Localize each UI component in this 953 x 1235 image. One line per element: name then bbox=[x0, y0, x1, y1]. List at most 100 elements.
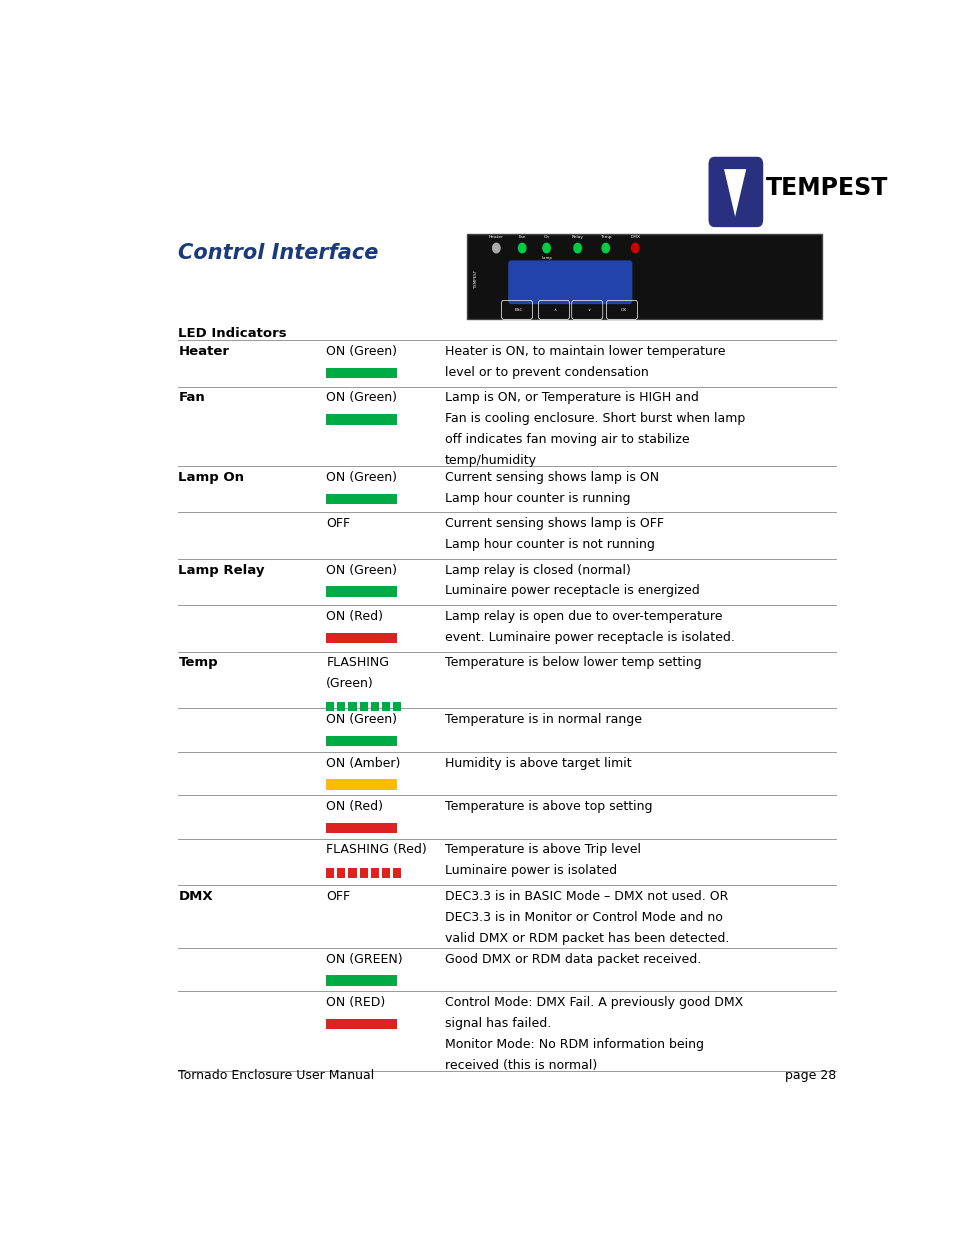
Text: ∨: ∨ bbox=[586, 308, 590, 312]
Text: ON (Red): ON (Red) bbox=[326, 610, 383, 622]
Bar bbox=[393, 868, 400, 878]
Circle shape bbox=[518, 243, 525, 253]
Text: Monitor Mode: No RDM information being: Monitor Mode: No RDM information being bbox=[444, 1037, 702, 1051]
Bar bbox=[348, 868, 356, 878]
Bar bbox=[381, 868, 390, 878]
Bar bbox=[370, 868, 378, 878]
Text: ON (Green): ON (Green) bbox=[326, 391, 396, 404]
Circle shape bbox=[574, 243, 580, 253]
Text: Current sensing shows lamp is OFF: Current sensing shows lamp is OFF bbox=[444, 517, 663, 530]
Text: ∧: ∧ bbox=[554, 308, 557, 312]
Text: Heater: Heater bbox=[178, 345, 229, 358]
Circle shape bbox=[542, 243, 550, 253]
Text: DMX: DMX bbox=[178, 889, 213, 903]
Text: off indicates fan moving air to stabilize: off indicates fan moving air to stabiliz… bbox=[444, 433, 688, 446]
Text: Tornado Enclosure User Manual: Tornado Enclosure User Manual bbox=[178, 1070, 375, 1082]
Text: On: On bbox=[543, 235, 549, 238]
Text: OFF: OFF bbox=[326, 517, 350, 530]
Text: Humidity is above target limit: Humidity is above target limit bbox=[444, 757, 631, 769]
Text: DEC3.3 is in BASIC Mode – DMX not used. OR: DEC3.3 is in BASIC Mode – DMX not used. … bbox=[444, 889, 727, 903]
FancyBboxPatch shape bbox=[708, 157, 762, 227]
Text: Lamp hour counter is running: Lamp hour counter is running bbox=[444, 492, 629, 505]
Bar bbox=[466, 233, 821, 320]
Bar bbox=[337, 868, 345, 878]
Text: Lamp relay is closed (normal): Lamp relay is closed (normal) bbox=[444, 563, 630, 577]
Text: Temperature is in normal range: Temperature is in normal range bbox=[444, 713, 640, 726]
Bar bbox=[381, 701, 390, 711]
Text: DMX: DMX bbox=[630, 235, 639, 238]
Bar bbox=[326, 414, 396, 425]
Text: Lamp is ON, or Temperature is HIGH and: Lamp is ON, or Temperature is HIGH and bbox=[444, 391, 698, 404]
Polygon shape bbox=[723, 169, 745, 216]
Text: ON (Green): ON (Green) bbox=[326, 471, 396, 484]
Bar bbox=[326, 779, 396, 790]
Bar bbox=[393, 701, 400, 711]
Text: Lamp Relay: Lamp Relay bbox=[178, 563, 265, 577]
Text: Fan is cooling enclosure. Short burst when lamp: Fan is cooling enclosure. Short burst wh… bbox=[444, 412, 744, 425]
Text: Lamp: Lamp bbox=[541, 256, 552, 259]
Text: TEMPEST: TEMPEST bbox=[765, 177, 887, 200]
Text: OK: OK bbox=[619, 308, 626, 312]
Text: Temperature is above top setting: Temperature is above top setting bbox=[444, 800, 652, 813]
Bar bbox=[326, 632, 396, 643]
Bar bbox=[326, 823, 396, 834]
Text: Heater: Heater bbox=[488, 235, 503, 238]
Text: Fan: Fan bbox=[517, 235, 525, 238]
Bar bbox=[326, 494, 396, 504]
Text: Temperature is above Trip level: Temperature is above Trip level bbox=[444, 844, 639, 856]
Text: Luminaire power receptacle is energized: Luminaire power receptacle is energized bbox=[444, 584, 699, 598]
Text: Heater is ON, to maintain lower temperature: Heater is ON, to maintain lower temperat… bbox=[444, 345, 724, 358]
FancyBboxPatch shape bbox=[508, 261, 632, 304]
Text: Temperature is below lower temp setting: Temperature is below lower temp setting bbox=[444, 656, 700, 669]
Text: ON (Green): ON (Green) bbox=[326, 563, 396, 577]
Bar bbox=[337, 701, 345, 711]
Text: event. Luminaire power receptacle is isolated.: event. Luminaire power receptacle is iso… bbox=[444, 631, 734, 643]
Text: Control Interface: Control Interface bbox=[178, 243, 378, 263]
Text: signal has failed.: signal has failed. bbox=[444, 1016, 550, 1030]
Bar bbox=[326, 868, 335, 878]
Text: level or to prevent condensation: level or to prevent condensation bbox=[444, 366, 648, 379]
Text: Relay: Relay bbox=[571, 235, 583, 238]
Bar bbox=[326, 587, 396, 597]
Text: FLASHING: FLASHING bbox=[326, 656, 389, 669]
Bar bbox=[326, 1019, 396, 1029]
Text: Lamp relay is open due to over-temperature: Lamp relay is open due to over-temperatu… bbox=[444, 610, 721, 622]
Text: Current sensing shows lamp is ON: Current sensing shows lamp is ON bbox=[444, 471, 658, 484]
Text: Good DMX or RDM data packet received.: Good DMX or RDM data packet received. bbox=[444, 952, 700, 966]
Text: temp/humidity: temp/humidity bbox=[444, 454, 536, 467]
Circle shape bbox=[601, 243, 609, 253]
Text: ON (Red): ON (Red) bbox=[326, 800, 383, 813]
Bar bbox=[359, 701, 367, 711]
Text: ON (RED): ON (RED) bbox=[326, 997, 385, 1009]
Text: page 28: page 28 bbox=[784, 1070, 836, 1082]
Bar bbox=[326, 368, 396, 378]
Text: ESC: ESC bbox=[514, 308, 522, 312]
Bar bbox=[326, 736, 396, 746]
Text: Lamp On: Lamp On bbox=[178, 471, 244, 484]
Text: DEC3.3 is in Monitor or Control Mode and no: DEC3.3 is in Monitor or Control Mode and… bbox=[444, 910, 721, 924]
Bar bbox=[326, 701, 335, 711]
Text: Temp: Temp bbox=[178, 656, 218, 669]
Text: Lamp hour counter is not running: Lamp hour counter is not running bbox=[444, 538, 654, 551]
Bar bbox=[326, 976, 396, 986]
Circle shape bbox=[492, 243, 499, 253]
Text: Luminaire power is isolated: Luminaire power is isolated bbox=[444, 864, 616, 877]
Text: Temp: Temp bbox=[599, 235, 611, 238]
Text: valid DMX or RDM packet has been detected.: valid DMX or RDM packet has been detecte… bbox=[444, 931, 728, 945]
Text: Control Mode: DMX Fail. A previously good DMX: Control Mode: DMX Fail. A previously goo… bbox=[444, 997, 742, 1009]
Text: ON (Amber): ON (Amber) bbox=[326, 757, 400, 769]
Text: Fan: Fan bbox=[178, 391, 205, 404]
Bar bbox=[348, 701, 356, 711]
Text: ON (Green): ON (Green) bbox=[326, 345, 396, 358]
Text: received (this is normal): received (this is normal) bbox=[444, 1058, 597, 1072]
Text: ON (GREEN): ON (GREEN) bbox=[326, 952, 402, 966]
Bar bbox=[370, 701, 378, 711]
Text: (Green): (Green) bbox=[326, 677, 374, 690]
Bar bbox=[359, 868, 367, 878]
Text: ON (Green): ON (Green) bbox=[326, 713, 396, 726]
Text: FLASHING (Red): FLASHING (Red) bbox=[326, 844, 427, 856]
Circle shape bbox=[631, 243, 639, 253]
Text: LED Indicators: LED Indicators bbox=[178, 327, 287, 340]
Text: TEMPEST: TEMPEST bbox=[474, 270, 477, 289]
Text: OFF: OFF bbox=[326, 889, 350, 903]
